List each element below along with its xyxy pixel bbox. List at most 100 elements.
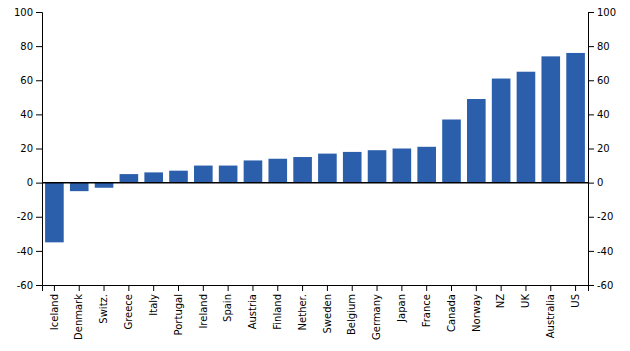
bar <box>45 183 64 243</box>
tick-label: 0 <box>597 177 603 188</box>
tick-label: Denmark <box>73 294 84 340</box>
y2-axis: -60-40-20020406080100 <box>588 7 616 291</box>
tick-mark <box>575 285 576 291</box>
tick-mark <box>302 285 303 291</box>
tick-mark <box>588 46 594 47</box>
tick-label: Japan <box>396 294 407 323</box>
tick: Italy <box>148 285 159 316</box>
tick-mark <box>401 285 402 291</box>
tick: 0 <box>588 177 603 188</box>
chart-container: -60-40-20020406080100-60-40-200204060801… <box>0 0 630 351</box>
tick: Spain <box>222 285 233 322</box>
tick: -40 <box>588 246 613 257</box>
tick-mark <box>588 80 594 81</box>
tick-mark <box>501 285 502 291</box>
tick-label: Norway <box>471 294 482 332</box>
bars <box>42 53 588 242</box>
tick-mark <box>588 149 594 150</box>
tick-label: Finland <box>272 294 283 330</box>
tick-label: Canada <box>446 294 457 332</box>
tick: 60 <box>588 75 610 86</box>
tick: Ireland <box>198 285 209 329</box>
tick-mark <box>588 183 594 184</box>
tick-mark <box>550 285 551 291</box>
tick: -60 <box>17 280 42 291</box>
tick-mark <box>36 114 42 115</box>
tick-label: 40 <box>597 109 610 120</box>
y-axis: -60-40-20020406080100 <box>14 7 43 291</box>
tick: -60 <box>588 280 613 291</box>
tick-mark <box>36 12 42 13</box>
tick: Denmark <box>73 285 84 340</box>
tick: Australia <box>545 285 556 338</box>
bar <box>467 99 486 183</box>
tick-mark <box>36 251 42 252</box>
tick-label: -60 <box>17 280 33 291</box>
x-axis: Iceland Denmark Switz. Greece Italy Portugal I… <box>43 285 589 340</box>
bar <box>194 166 213 183</box>
tick-label: 60 <box>20 75 33 86</box>
tick-mark <box>36 80 42 81</box>
tick-mark <box>588 251 594 252</box>
tick-mark <box>525 285 526 291</box>
tick: Nether. <box>297 285 308 330</box>
tick-label: 80 <box>20 41 33 52</box>
bar <box>70 183 89 192</box>
tick-mark <box>228 285 229 291</box>
bar <box>517 72 536 183</box>
tick-label: 20 <box>20 143 33 154</box>
tick-mark <box>128 285 129 291</box>
bar <box>393 149 412 183</box>
bar <box>120 174 139 183</box>
chart-svg: -60-40-20020406080100-60-40-200204060801… <box>0 0 630 351</box>
bar <box>566 53 585 183</box>
tick: 60 <box>20 75 42 86</box>
bar <box>169 171 188 183</box>
tick: Austria <box>247 285 258 329</box>
tick-label: Australia <box>545 294 556 338</box>
tick-mark <box>352 285 353 291</box>
tick: Sweden <box>322 285 333 334</box>
tick-label: UK <box>520 294 531 308</box>
tick-label: Spain <box>222 294 233 322</box>
tick-mark <box>476 285 477 291</box>
tick: -20 <box>17 211 42 222</box>
tick-label: Austria <box>247 294 258 329</box>
tick-mark <box>36 46 42 47</box>
axis-line <box>589 13 595 286</box>
bar <box>268 159 287 183</box>
bar <box>244 160 263 182</box>
tick-label: Italy <box>148 294 159 316</box>
tick-mark <box>588 12 594 13</box>
bar <box>293 157 312 183</box>
tick-label: -40 <box>17 246 33 257</box>
tick: Finland <box>272 285 283 330</box>
tick-mark <box>178 285 179 291</box>
tick: US <box>570 285 581 308</box>
tick-mark <box>327 285 328 291</box>
bar <box>144 172 163 182</box>
tick: 40 <box>588 109 610 120</box>
tick: 100 <box>588 7 616 18</box>
tick-label: US <box>570 294 581 308</box>
bar <box>219 166 238 183</box>
tick-mark <box>203 285 204 291</box>
tick: Germany <box>371 285 382 340</box>
tick-label: 0 <box>27 177 33 188</box>
tick: Japan <box>396 285 407 323</box>
bar <box>95 183 114 188</box>
tick-label: Iceland <box>49 294 60 330</box>
tick-label: France <box>421 294 432 327</box>
tick-label: Portugal <box>173 294 184 335</box>
tick-label: 100 <box>14 7 33 18</box>
tick: Canada <box>446 285 457 332</box>
tick-mark <box>36 217 42 218</box>
tick: Greece <box>123 285 134 330</box>
tick: France <box>421 285 432 327</box>
tick-label: Ireland <box>198 294 209 329</box>
tick-label: 80 <box>597 41 610 52</box>
tick: 80 <box>588 41 610 52</box>
tick-label: 20 <box>597 143 610 154</box>
tick: Switz. <box>98 285 109 324</box>
axis-line <box>36 13 43 286</box>
